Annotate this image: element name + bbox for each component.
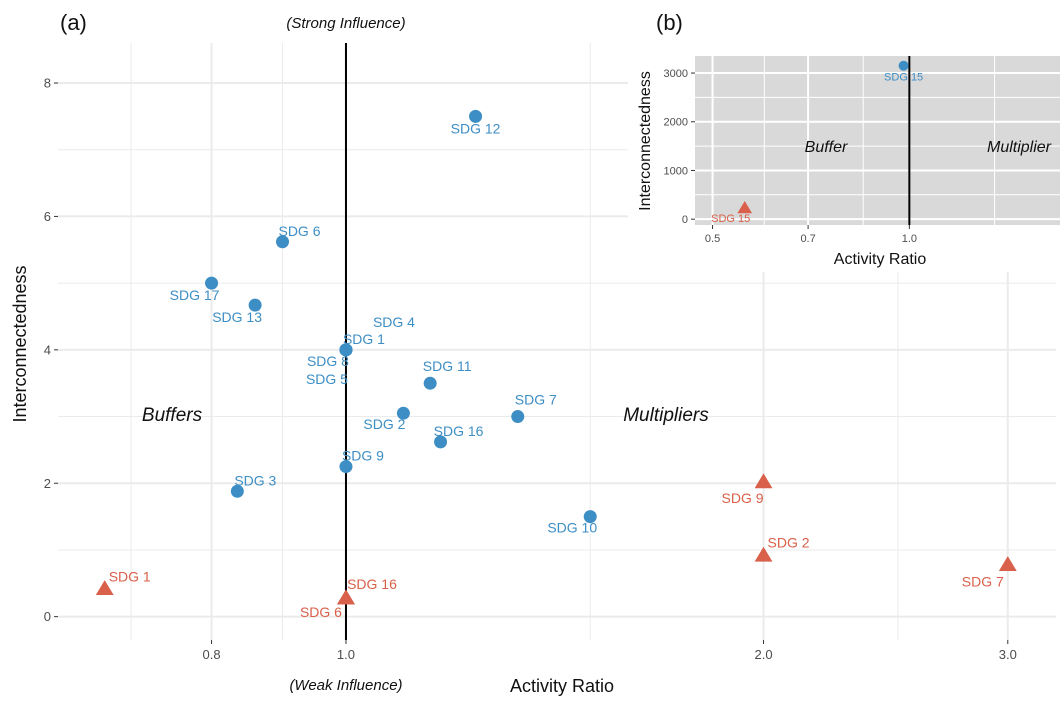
data-point-circle	[396, 406, 410, 420]
annotation-bottom: (Weak Influence)	[289, 677, 402, 694]
x-tick-label: 2.0	[754, 647, 772, 662]
data-point-label: SDG 16	[347, 576, 397, 592]
data-point-label: SDG 6	[278, 223, 320, 239]
data-point-label: SDG 7	[515, 392, 557, 408]
plot-background	[695, 56, 1060, 225]
x-axis-title: Activity Ratio	[834, 251, 927, 268]
y-tick-label: 0	[682, 214, 688, 226]
y-tick-label: 0	[44, 609, 51, 624]
data-point-circle	[205, 276, 219, 290]
y-tick-label: 2000	[664, 117, 688, 129]
data-point-label: SDG 2	[768, 534, 810, 550]
data-point-triangle	[95, 580, 114, 596]
annotation-top: (Strong Influence)	[286, 15, 405, 32]
x-axis-title: Activity Ratio	[510, 676, 614, 696]
x-tick-label: 3.0	[999, 647, 1017, 662]
data-point-circle	[511, 410, 525, 424]
data-point-label: SDG 12	[451, 120, 501, 136]
data-point-label: SDG 10	[547, 520, 597, 536]
data-point-label: SDG 13	[212, 309, 262, 325]
data-point-label: SDG 8	[307, 353, 349, 369]
data-point-label: SDG 9	[722, 490, 764, 506]
data-point-triangle	[337, 589, 355, 605]
data-point-circle	[898, 60, 909, 71]
data-point-circle	[339, 343, 353, 357]
data-point-label: SDG 15	[711, 213, 750, 225]
data-point-label: SDG 11	[423, 358, 472, 374]
x-tick-label: 0.5	[705, 233, 720, 245]
data-point-circle	[339, 460, 353, 474]
data-point-label: SDG 4	[373, 314, 415, 330]
data-point-label: SDG 5	[306, 371, 348, 387]
data-point-label: SDG 1	[109, 569, 151, 585]
data-point-triangle	[998, 556, 1017, 571]
data-point-circle	[434, 435, 448, 449]
data-point-circle	[276, 235, 290, 249]
data-point-label: SDG 9	[342, 448, 384, 464]
annotation-right: Multiplier	[987, 139, 1052, 156]
x-tick-label: 0.7	[800, 233, 815, 245]
data-point-label: SDG 17	[170, 287, 220, 303]
x-tick-label: 0.8	[203, 647, 221, 662]
y-axis-title: Interconnectedness	[10, 265, 30, 422]
data-point-label: SDG 1	[343, 331, 385, 347]
x-tick-label: 1.0	[902, 233, 917, 245]
annotation-right: Multipliers	[623, 405, 709, 426]
data-point-triangle	[754, 546, 773, 562]
data-point-circle	[423, 376, 437, 390]
data-point-label: SDG 15	[884, 72, 923, 84]
data-point-triangle	[737, 200, 753, 214]
y-tick-label: 2	[44, 476, 51, 491]
annotation-left: Buffer	[805, 139, 848, 156]
y-tick-label: 4	[44, 342, 51, 357]
y-tick-label: 3000	[664, 68, 688, 80]
data-point-label: SDG 6	[300, 604, 342, 620]
data-point-label: SDG 3	[234, 472, 276, 488]
data-point-triangle	[754, 473, 773, 489]
data-point-circle	[230, 484, 244, 498]
y-tick-label: 8	[44, 76, 51, 91]
panel-label: (b)	[656, 10, 683, 35]
y-axis-title: Interconnectedness	[637, 71, 654, 211]
data-point-circle	[469, 109, 483, 123]
annotation-left: Buffers	[142, 405, 203, 426]
x-tick-label: 1.0	[337, 647, 355, 662]
data-point-label: SDG 2	[363, 416, 405, 432]
data-point-label: SDG 16	[434, 423, 484, 439]
y-tick-label: 1000	[664, 165, 688, 177]
data-point-label: SDG 7	[962, 574, 1004, 590]
data-point-circle	[583, 510, 597, 524]
data-point-circle	[248, 298, 262, 312]
panel-label: (a)	[60, 10, 87, 35]
y-tick-label: 6	[44, 209, 51, 224]
panel-b: 0.5 0.7 1.0 0 1000 2000 3000 Buffer Multiplier SD…	[628, 0, 1064, 272]
